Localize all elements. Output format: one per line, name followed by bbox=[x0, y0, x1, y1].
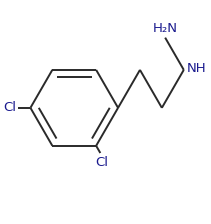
Text: Cl: Cl bbox=[95, 156, 108, 169]
Text: NH: NH bbox=[186, 62, 206, 75]
Text: Cl: Cl bbox=[3, 101, 16, 114]
Text: H₂N: H₂N bbox=[153, 22, 178, 34]
